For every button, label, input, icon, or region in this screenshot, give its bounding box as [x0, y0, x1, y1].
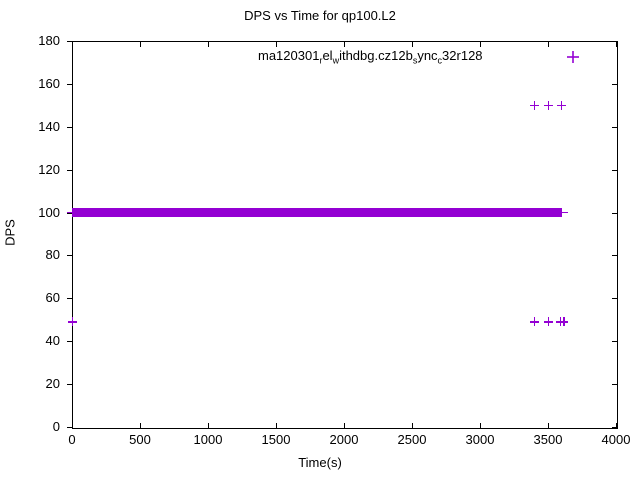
data-point-plus-marker	[543, 317, 553, 327]
y-tick-label: 0	[52, 419, 60, 434]
y-tick-label: 140	[38, 118, 60, 134]
x-tick-mark	[548, 423, 549, 428]
legend-key-plus-marker	[567, 51, 579, 63]
x-tick-label: 2000	[329, 432, 359, 447]
y-tick-label: 80	[45, 247, 60, 263]
y-tick-mark	[67, 341, 72, 343]
plot-frame	[72, 41, 618, 429]
y-tick-mark-right	[612, 341, 617, 343]
x-tick-mark	[480, 423, 481, 428]
y-tick-mark	[67, 298, 72, 300]
y-tick-label: 40	[45, 333, 60, 349]
data-point-plus-marker	[559, 317, 569, 327]
x-tick-mark-top	[548, 42, 549, 47]
x-tick-mark-top	[344, 42, 345, 47]
y-tick-mark-right	[612, 384, 617, 386]
x-tick-label: 1000	[193, 432, 223, 447]
data-point-plus-marker	[557, 100, 567, 110]
y-tick-mark-right	[612, 212, 617, 214]
y-tick-mark-right	[612, 169, 617, 171]
data-point-plus-marker	[67, 317, 77, 327]
band-end-tick	[561, 211, 568, 214]
data-point-plus-marker	[529, 100, 539, 110]
x-tick-label: 4000	[601, 432, 631, 447]
x-tick-mark	[616, 423, 617, 428]
x-tick-mark	[412, 423, 413, 428]
x-tick-mark-top	[616, 42, 617, 47]
x-tick-mark-top	[276, 42, 277, 47]
data-point-plus-marker	[529, 317, 539, 327]
y-tick-mark	[67, 83, 72, 85]
chart-title: DPS vs Time for qp100.L2	[244, 8, 396, 23]
y-tick-mark	[67, 255, 72, 257]
legend: ma120301relwithdbg.cz12bsyncc32r128	[258, 47, 483, 67]
y-axis-label: DPS	[2, 219, 18, 246]
x-tick-mark	[140, 423, 141, 428]
dense-sample-band	[72, 208, 562, 218]
x-axis-label: Time(s)	[298, 455, 342, 470]
x-tick-label: 1500	[261, 432, 291, 447]
x-tick-mark	[344, 423, 345, 428]
y-tick-label: 180	[38, 33, 60, 48]
x-tick-mark	[276, 423, 277, 428]
x-tick-mark-top	[480, 42, 481, 47]
x-tick-label: 500	[129, 432, 151, 447]
y-tick-label: 100	[38, 204, 60, 220]
data-point-plus-marker	[543, 100, 553, 110]
legend-label: ma120301relwithdbg.cz12bsyncc32r128	[258, 47, 483, 66]
y-tick-mark-right	[612, 126, 617, 128]
y-tick-mark	[67, 427, 72, 428]
x-tick-label: 2500	[397, 432, 427, 447]
y-tick-label: 120	[38, 161, 60, 177]
x-tick-label: 3000	[465, 432, 495, 447]
band-end-tick	[67, 211, 73, 214]
x-tick-mark-top	[412, 42, 413, 47]
y-tick-mark-right	[612, 298, 617, 300]
y-tick-mark	[67, 41, 72, 42]
y-tick-mark-right	[612, 41, 617, 42]
x-tick-mark-top	[208, 42, 209, 47]
y-tick-mark	[67, 384, 72, 386]
y-tick-mark-right	[612, 83, 617, 85]
y-tick-label: 160	[38, 75, 60, 91]
x-tick-label: 0	[68, 432, 76, 447]
y-tick-mark-right	[612, 255, 617, 257]
x-tick-mark	[208, 423, 209, 428]
x-tick-mark	[72, 423, 73, 428]
data-point-plus-marker	[555, 317, 565, 327]
y-tick-mark-right	[612, 427, 617, 428]
y-tick-label: 60	[45, 290, 60, 306]
y-tick-label: 20	[45, 376, 60, 392]
y-tick-mark	[67, 126, 72, 128]
x-tick-mark-top	[140, 42, 141, 47]
x-tick-label: 3500	[533, 432, 563, 447]
y-tick-mark	[67, 169, 72, 171]
x-tick-mark-top	[72, 42, 73, 47]
